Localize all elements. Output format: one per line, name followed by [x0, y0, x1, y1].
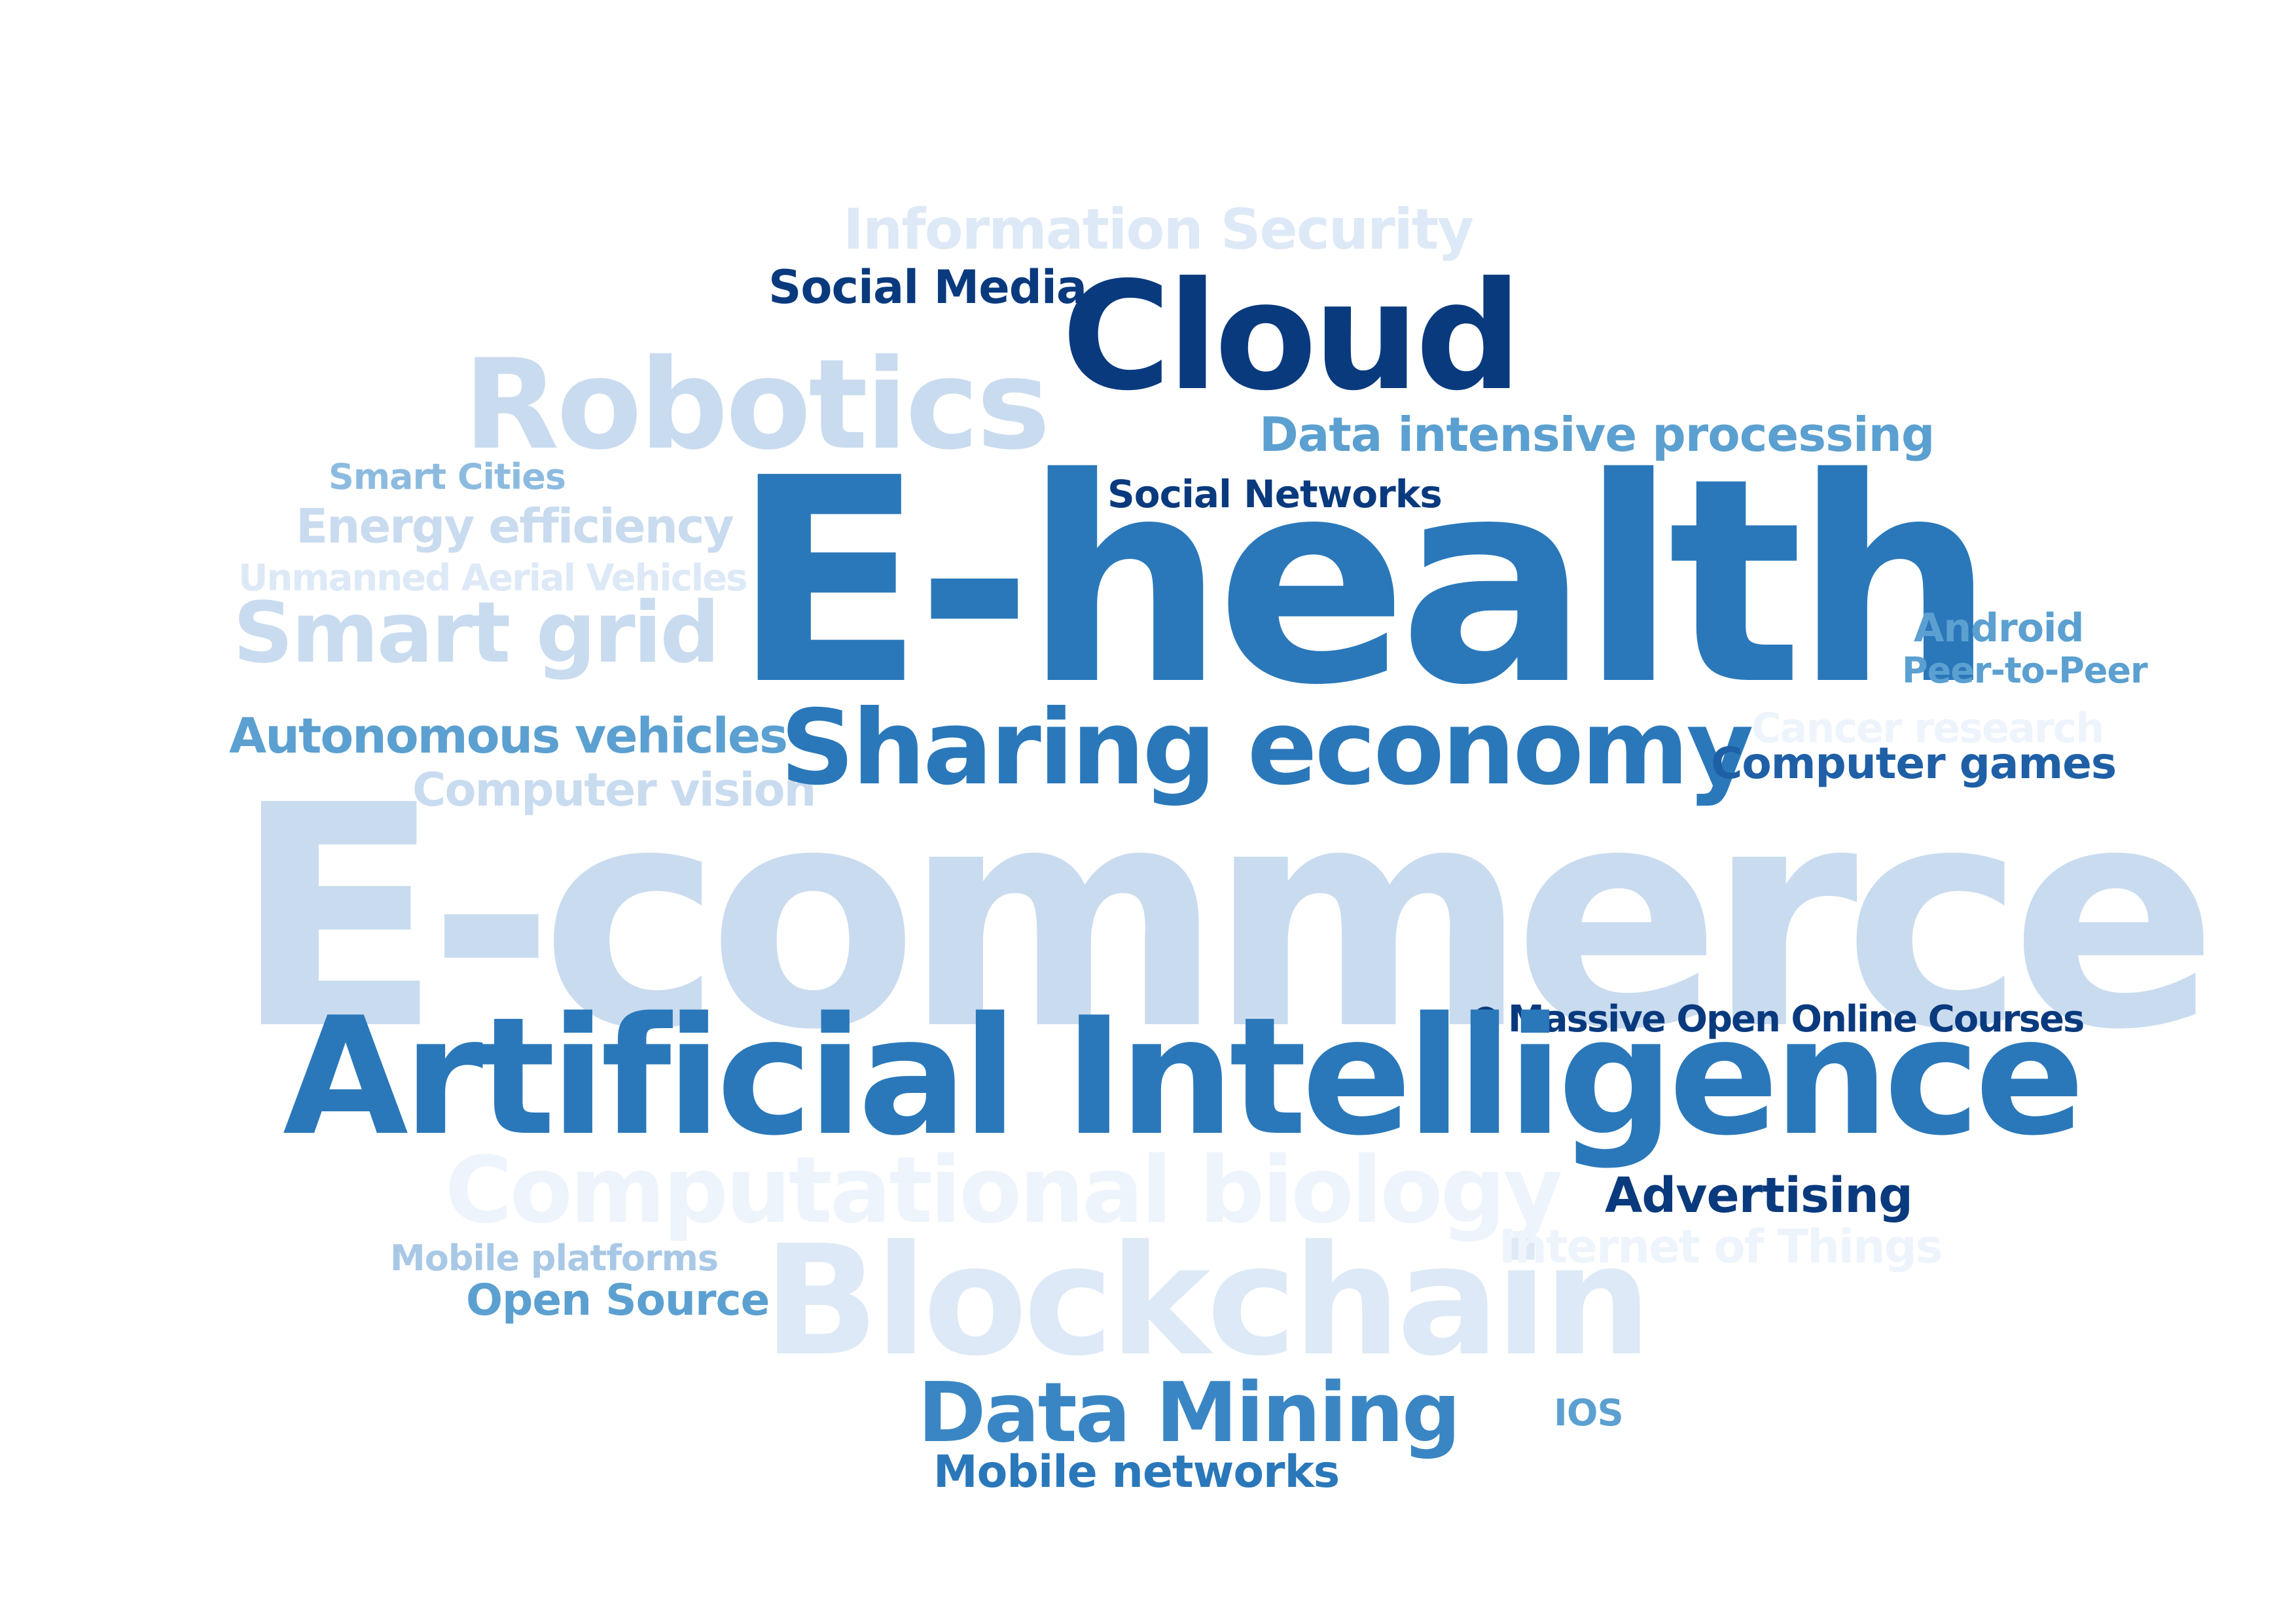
- word-e-commerce: E-commerce: [233, 741, 2218, 1097]
- word-open-source: Open Source: [466, 1275, 770, 1325]
- word-artificial-intelligence: Artificial Intelligence: [283, 983, 2085, 1171]
- word-peer-to-peer: Peer-to-Peer: [1902, 650, 2148, 691]
- word-data-mining: Data Mining: [918, 1364, 1461, 1461]
- word-internet-of-things: Internet of Things: [1499, 1220, 1943, 1274]
- word-sharing-economy: Sharing economy: [780, 688, 1754, 808]
- word-information-security: Information Security: [843, 197, 1474, 262]
- word-robotics: Robotics: [463, 332, 1050, 477]
- word-cloud-term: Cloud: [1062, 249, 1522, 423]
- word-computational-biology: Computational biology: [445, 1137, 1563, 1244]
- word-smart-cities: Smart Cities: [329, 456, 566, 497]
- word-mobile-platforms: Mobile platforms: [390, 1238, 719, 1279]
- word-computer-games: Computer games: [1711, 738, 2117, 789]
- word-mobile-networks: Mobile networks: [933, 1446, 1340, 1498]
- word-energy-efficiency: Energy efficiency: [296, 499, 734, 554]
- word-smart-grid: Smart grid: [233, 584, 720, 682]
- word-e-health: E-health: [732, 418, 1996, 747]
- word-massive-open-online-courses: Massive Open Online Courses: [1508, 998, 2085, 1041]
- word-autonomous-vehicles: Autonomous vehicles: [229, 708, 788, 764]
- word-android: Android: [1914, 605, 2084, 651]
- word-advertising: Advertising: [1605, 1168, 1913, 1224]
- word-social-networks: Social Networks: [1107, 472, 1443, 516]
- word-social-media: Social Media: [768, 260, 1087, 314]
- word-unmanned-aerial-vehicles: Unmanned Aerial Vehicles: [238, 557, 747, 599]
- word-computer-vision: Computer vision: [412, 763, 816, 817]
- word-cancer-research: Cancer research: [1751, 704, 2104, 752]
- word-ios: IOS: [1554, 1392, 1624, 1435]
- bullet-dot: [1473, 1007, 1499, 1033]
- word-blockchain: Blockchain: [763, 1213, 1651, 1389]
- word-data-intensive-processing: Data intensive processing: [1259, 407, 1935, 462]
